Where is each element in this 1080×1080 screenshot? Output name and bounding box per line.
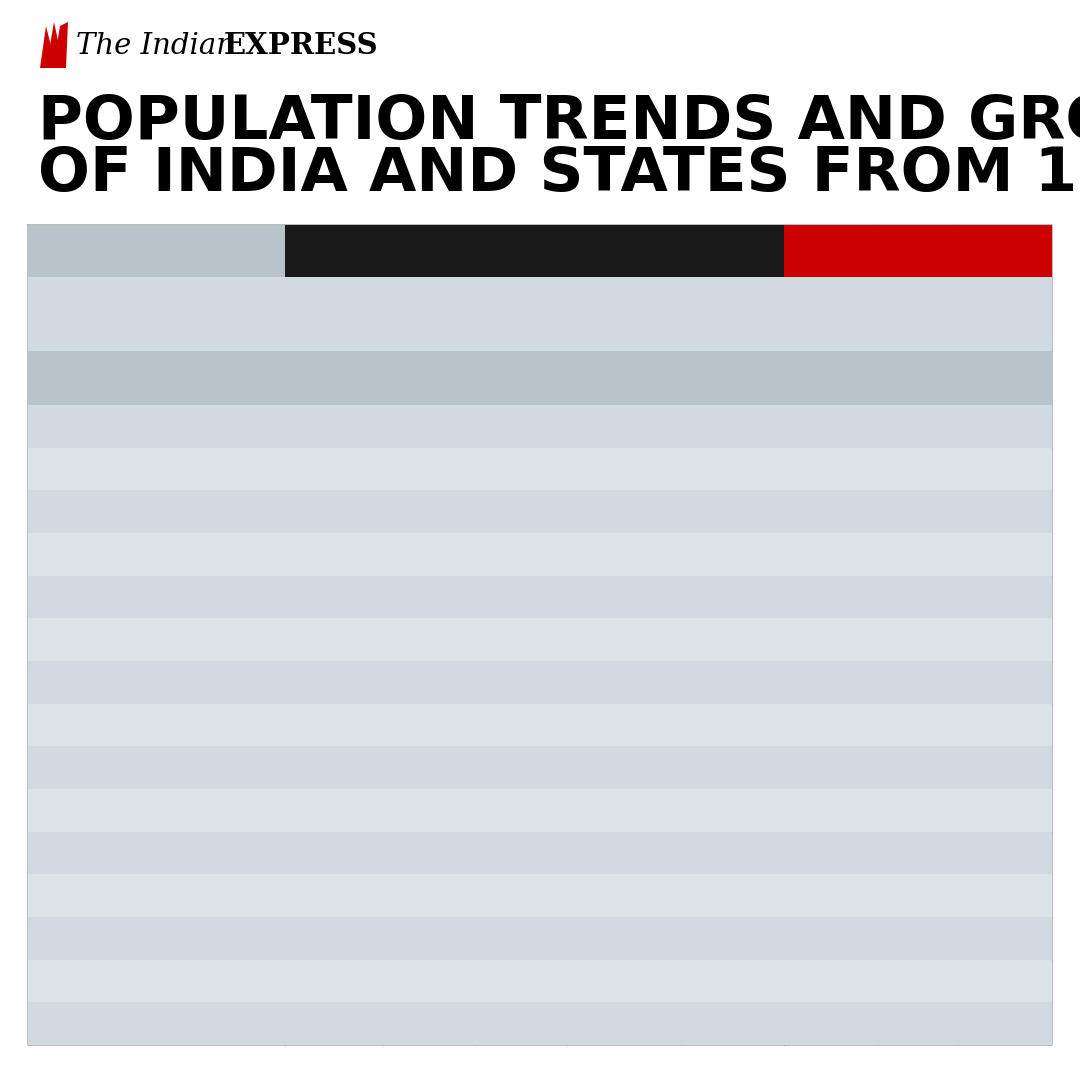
Text: States/Union
Territories: States/Union Territories <box>99 298 210 329</box>
Text: INDIA: INDIA <box>99 372 152 384</box>
Text: 342.6: 342.6 <box>708 590 756 604</box>
Text: 357.9: 357.9 <box>708 548 756 562</box>
Text: 2.00: 2.00 <box>900 804 936 818</box>
Text: 10,036: 10,036 <box>400 760 459 774</box>
Text: 19,402: 19,402 <box>306 931 364 945</box>
Text: 2.90: 2.90 <box>986 633 1024 647</box>
Text: 1951: 1951 <box>313 307 355 321</box>
Text: 5,674: 5,674 <box>310 760 359 774</box>
Text: 1.70: 1.70 <box>812 419 849 433</box>
Text: Gujarat: Gujarat <box>99 718 164 732</box>
Text: 2.10: 2.10 <box>900 590 936 604</box>
Text: 9: 9 <box>53 760 64 774</box>
Text: 2.10: 2.10 <box>986 889 1024 903</box>
Text: NA: NA <box>322 462 347 476</box>
Text: 2.20: 2.20 <box>812 590 849 604</box>
Text: 2.50: 2.50 <box>900 760 936 774</box>
Text: 2011: 2011 <box>603 307 645 321</box>
Text: Karnataka: Karnataka <box>99 931 189 945</box>
Text: 91-2011: 91-2011 <box>970 307 1040 321</box>
Text: 2.40: 2.40 <box>812 1016 849 1030</box>
Text: 1971: 1971 <box>408 307 450 321</box>
Text: 4,066: 4,066 <box>405 633 454 647</box>
Polygon shape <box>46 22 60 68</box>
Text: 30,017: 30,017 <box>400 1016 459 1030</box>
Text: 2.10: 2.10 <box>900 548 936 562</box>
Text: 266.6: 266.6 <box>708 675 756 689</box>
Text: 390.2: 390.2 <box>708 1016 756 1030</box>
Text: 246.6: 246.6 <box>708 974 756 988</box>
Text: 2.10: 2.10 <box>900 419 936 433</box>
Text: 100*P(11)
/P 51): 100*P(11) /P 51) <box>689 298 775 329</box>
Text: 16,464: 16,464 <box>491 760 550 774</box>
Text: 48,566: 48,566 <box>491 1016 550 1030</box>
Text: 14,227: 14,227 <box>401 889 458 903</box>
Text: 12: 12 <box>49 889 69 903</box>
Text: 2.50: 2.50 <box>812 718 849 732</box>
Text: 2.20: 2.20 <box>986 760 1024 774</box>
Text: The Indian: The Indian <box>76 32 235 60</box>
Text: 22,414: 22,414 <box>491 504 550 518</box>
Text: 2.30: 2.30 <box>812 974 849 988</box>
Text: 8: 8 <box>53 718 64 732</box>
Text: 29,099: 29,099 <box>491 974 550 988</box>
Text: 795: 795 <box>414 675 445 689</box>
Text: 42,126: 42,126 <box>401 548 458 562</box>
Text: 1,170: 1,170 <box>497 675 545 689</box>
Text: 3.10: 3.10 <box>900 462 936 476</box>
Text: 60,440: 60,440 <box>595 718 653 732</box>
Text: 1.90: 1.90 <box>986 718 1024 732</box>
Text: POPULATION TRENDS AND GROWTH: POPULATION TRENDS AND GROWTH <box>38 93 1080 151</box>
Text: 66,058: 66,058 <box>491 419 550 433</box>
Text: 1.70: 1.70 <box>812 846 849 860</box>
Text: 11,637: 11,637 <box>400 590 459 604</box>
Text: Source:: Source: <box>881 1026 944 1040</box>
Text: 1.80: 1.80 <box>986 372 1024 384</box>
Text: Madhya Pradesh: Madhya Pradesh <box>99 1016 242 1030</box>
Text: Himachal Pradesh: Himachal Pradesh <box>99 804 256 818</box>
Text: Jharkhand: Jharkhand <box>99 889 189 903</box>
Text: 1951-71: 1951-71 <box>796 307 866 321</box>
Text: 446.8: 446.8 <box>708 760 756 774</box>
Text: 71-91: 71-91 <box>893 307 942 321</box>
Text: Assam: Assam <box>99 504 154 518</box>
Text: Census of India: Census of India <box>928 1026 1044 1040</box>
Text: 15: 15 <box>49 1016 69 1030</box>
Text: 32,988: 32,988 <box>595 889 653 903</box>
Text: 11: 11 <box>49 846 69 860</box>
Text: 2.40: 2.40 <box>986 548 1024 562</box>
Text: 6,865: 6,865 <box>600 804 648 818</box>
Text: 4.20: 4.20 <box>900 633 936 647</box>
Text: 13: 13 <box>49 931 69 945</box>
Text: 3.00: 3.00 <box>812 504 849 518</box>
Text: 1.40: 1.40 <box>986 804 1024 818</box>
Text: 21,347: 21,347 <box>401 974 459 988</box>
Text: 548 160: 548 160 <box>395 372 463 384</box>
Text: 21,944: 21,944 <box>491 889 550 903</box>
Text: 31,206: 31,206 <box>595 504 653 518</box>
Text: OF INDIA AND STATES FROM 1951 TO 2011: OF INDIA AND STATES FROM 1951 TO 2011 <box>38 146 1080 204</box>
Text: 0.70: 0.70 <box>986 974 1024 988</box>
Text: 468: 468 <box>414 462 445 476</box>
Text: 1.90: 1.90 <box>812 804 849 818</box>
Text: 1,04,099: 1,04,099 <box>586 548 661 562</box>
Text: 31,115: 31,115 <box>306 419 364 433</box>
Text: 271.8: 271.8 <box>708 419 756 433</box>
Text: 1.20: 1.20 <box>986 419 1024 433</box>
Text: 4: 4 <box>53 548 64 562</box>
Text: 2.10: 2.10 <box>812 372 849 384</box>
Text: Arunachal Pradesh: Arunachal Pradesh <box>99 462 262 476</box>
Text: 13,549: 13,549 <box>306 974 364 988</box>
Text: 385.4: 385.4 <box>708 846 756 860</box>
Text: 17,615: 17,615 <box>491 590 550 604</box>
Text: 1,210,570: 1,210,570 <box>581 372 666 384</box>
Text: 962.6: 962.6 <box>708 633 756 647</box>
Text: 18,615: 18,615 <box>306 1016 364 1030</box>
Text: 29,085: 29,085 <box>306 548 364 562</box>
Text: 1: 1 <box>53 419 64 433</box>
Polygon shape <box>53 22 68 68</box>
Text: 1991: 1991 <box>500 307 542 321</box>
Text: 2.20: 2.20 <box>900 372 936 384</box>
Text: Annual Growth Rate (in %): Annual Growth Rate (in %) <box>798 242 1038 260</box>
Text: Delhi: Delhi <box>99 633 145 647</box>
